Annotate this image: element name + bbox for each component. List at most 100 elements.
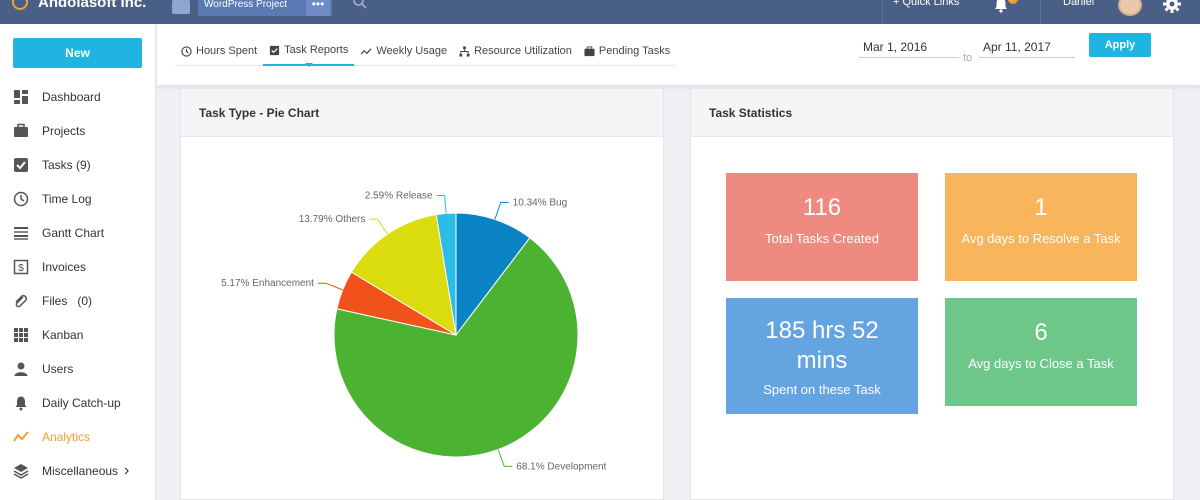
pie-label-development: 68.1% Development	[516, 461, 606, 472]
sidebar-item-label: Gantt Chart	[42, 226, 105, 240]
pie-leader-line-release	[436, 194, 447, 214]
tab-label: Pending Tasks	[598, 45, 671, 57]
tab-resource-utilization[interactable]: Resource Utilization	[453, 36, 578, 66]
sidebar-item-analytics[interactable]: Analytics	[0, 420, 156, 454]
tab-label: Hours Spent	[196, 45, 258, 57]
svg-text:$: $	[18, 263, 24, 274]
pie-slice-development[interactable]	[333, 237, 579, 458]
user-icon	[12, 360, 30, 378]
quick-links-button[interactable]: + Quick Links	[882, 0, 959, 24]
sidebar-item-label: Miscellaneous	[42, 464, 119, 478]
sidebar: New Dashboard Projects Tasks (9) Time Lo…	[0, 24, 156, 500]
sidebar-item-users[interactable]: Users	[0, 352, 156, 386]
tab-pending-tasks[interactable]: Pending Tasks	[578, 36, 676, 66]
sidebar-item-projects[interactable]: Projects	[0, 114, 156, 148]
sidebar-item-label: Dashboard	[42, 90, 101, 104]
stat-caption: Spent on these Task	[763, 382, 881, 397]
stat-value: 6	[1034, 319, 1048, 346]
bell-icon	[995, 0, 1007, 13]
time-spent-card: 185 hrs 52 mins Spent on these Task	[726, 298, 918, 414]
company-name: Andolasoft Inc.	[38, 0, 147, 11]
project-color-icon[interactable]	[172, 0, 190, 14]
sidebar-item-gantt-chart[interactable]: Gantt Chart	[0, 216, 156, 250]
sidebar-item-label: Invoices	[42, 260, 87, 274]
search-icon[interactable]	[352, 0, 368, 10]
panel-title: Task Statistics	[691, 89, 1173, 137]
sidebar-item-label: Projects	[42, 124, 86, 138]
more-options-icon[interactable]: •••	[306, 0, 330, 16]
sidebar-item-dashboard[interactable]: Dashboard	[0, 80, 156, 114]
tab-label: Weekly Usage	[376, 45, 448, 57]
tab-label: Task Reports	[284, 44, 349, 56]
layers-icon	[12, 462, 30, 480]
sidebar-item-label: Kanban	[42, 328, 84, 342]
sidebar-item-miscellaneous[interactable]: Miscellaneous ›	[0, 454, 156, 488]
sidebar-item-time-log[interactable]: Time Log	[0, 182, 156, 216]
tab-task-reports[interactable]: Task Reports	[263, 36, 355, 67]
sidebar-nav: Dashboard Projects Tasks (9) Time Log Ga…	[0, 80, 156, 488]
report-icon	[270, 45, 280, 55]
stat-value: 185 hrs 52 mins	[765, 317, 879, 374]
checkbox-icon	[12, 156, 30, 174]
sidebar-item-label: Files (0)	[42, 294, 93, 308]
avg-resolve-card: 1 Avg days to Resolve a Task	[945, 173, 1137, 281]
project-selector[interactable]: WordPress Project •••	[198, 0, 332, 16]
stat-caption: Avg days to Close a Task	[968, 356, 1114, 371]
pie-label-release: 2.59% Release	[365, 190, 433, 201]
avatar[interactable]	[1118, 0, 1142, 16]
sidebar-item-label: Time Log	[42, 192, 92, 206]
pie-leader-line-bug	[494, 201, 509, 220]
pie-label-others: 13.79% Others	[299, 214, 366, 225]
pie-slice-release[interactable]	[435, 212, 457, 336]
pie-chart: 10.34% Bug 68.1% Development 5.17% Enhance…	[221, 190, 606, 472]
clock-icon	[181, 45, 192, 57]
user-menu[interactable]: Daniel	[1040, 0, 1094, 24]
date-range-separator: to	[963, 52, 973, 64]
sidebar-item-label: Tasks (9)	[42, 158, 91, 172]
pie-chart-panel: Task Type - Pie Chart 10.34% Bug 68.1% De…	[180, 88, 664, 500]
report-toolbar: Hours Spent Task Reports Weekly Usage Re…	[157, 24, 1200, 86]
pie-leader-line-others	[369, 218, 388, 235]
sidebar-item-label: Users	[42, 362, 74, 376]
report-tabs: Hours Spent Task Reports Weekly Usage Re…	[175, 36, 677, 67]
gear-icon[interactable]	[1162, 0, 1182, 14]
chevron-right-icon: ›	[124, 462, 130, 479]
avg-close-card: 6 Avg days to Close a Task	[945, 298, 1137, 406]
sidebar-item-kanban[interactable]: Kanban	[0, 318, 156, 352]
tab-weekly-usage[interactable]: Weekly Usage	[354, 36, 453, 66]
pie-label-bug: 10.34% Bug	[513, 197, 568, 208]
task-statistics-panel: Task Statistics 116 Total Tasks Created …	[690, 88, 1174, 500]
brand[interactable]: Andolasoft Inc.	[12, 0, 146, 14]
grid-icon	[12, 326, 30, 344]
stat-value: 116	[802, 194, 842, 221]
end-date-input[interactable]	[979, 36, 1075, 58]
notification-badge	[1008, 0, 1018, 4]
clock-icon	[12, 190, 30, 208]
paperclip-icon	[12, 292, 30, 310]
sidebar-item-daily-catch-up[interactable]: Daily Catch-up	[0, 386, 156, 420]
pie-slice-bug[interactable]	[455, 212, 531, 337]
panel-title: Task Type - Pie Chart	[181, 89, 663, 137]
logo-icon	[12, 0, 28, 10]
new-button[interactable]: New	[13, 38, 142, 68]
total-tasks-card: 116 Total Tasks Created	[726, 173, 918, 281]
briefcase-icon	[12, 122, 30, 140]
trend-icon	[360, 47, 372, 55]
pie-label-enhancement: 5.17% Enhancement	[221, 278, 314, 289]
start-date-input[interactable]	[859, 36, 959, 58]
pie-leader-line-development	[497, 449, 513, 467]
pie-leader-line-enhancement	[317, 282, 343, 291]
tab-hours-spent[interactable]: Hours Spent	[175, 36, 263, 66]
sidebar-item-tasks[interactable]: Tasks (9)	[0, 148, 156, 182]
sidebar-item-label: Daily Catch-up	[42, 396, 121, 410]
stat-value: 1	[1034, 194, 1048, 221]
sidebar-item-invoices[interactable]: $ Invoices	[0, 250, 156, 284]
dashboard-icon	[12, 88, 30, 106]
notifications-button[interactable]	[992, 0, 1018, 19]
sidebar-item-files[interactable]: Files (0)	[0, 284, 156, 318]
apply-button[interactable]: Apply	[1089, 33, 1151, 57]
tab-label: Resource Utilization	[474, 45, 572, 57]
bell-icon	[12, 394, 30, 412]
analytics-icon	[12, 428, 30, 446]
stat-caption: Avg days to Resolve a Task	[961, 231, 1121, 246]
